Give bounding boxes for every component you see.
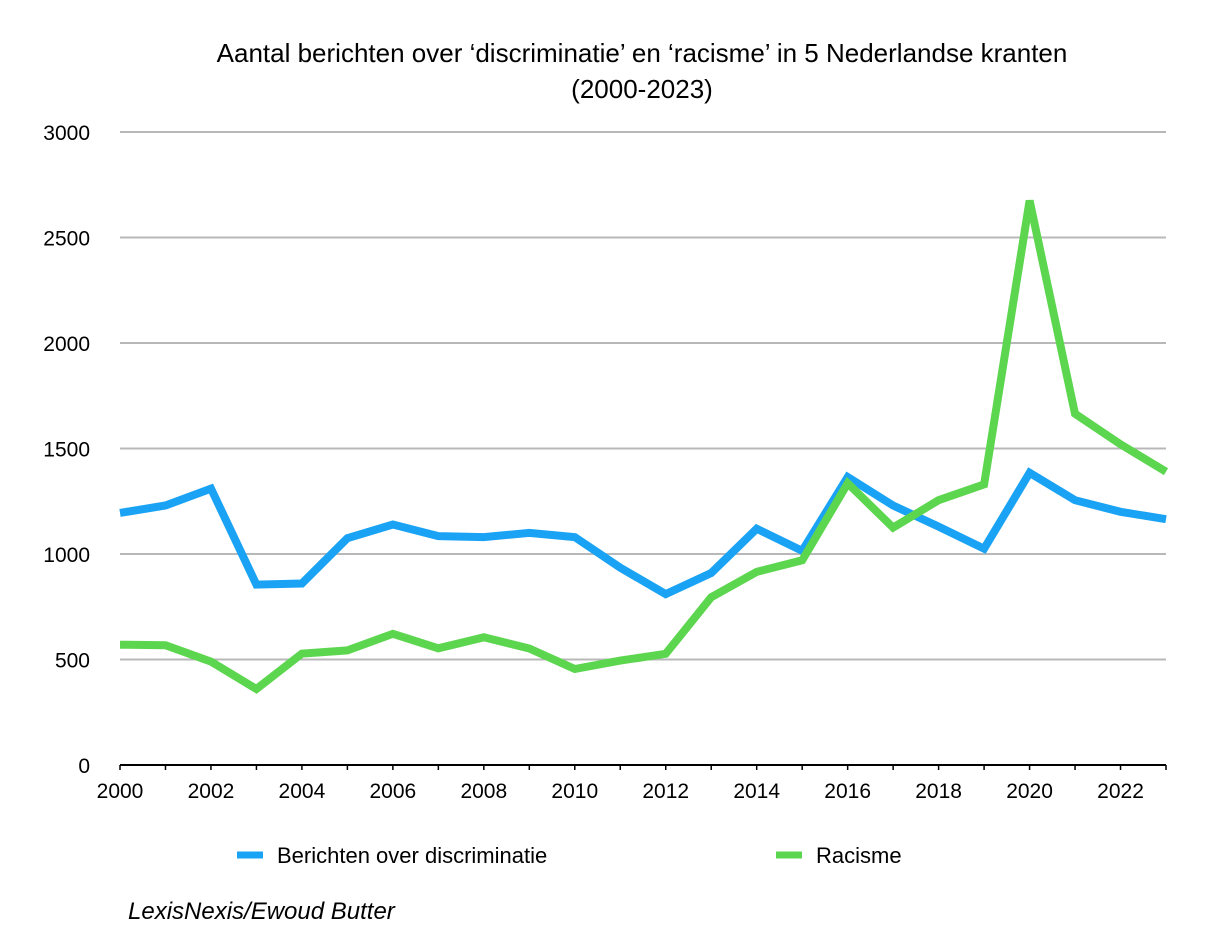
chart-title-line2: (2000-2023) <box>571 74 713 104</box>
series-line-discriminatie <box>119 467 1167 599</box>
series-lines <box>119 199 1169 694</box>
y-tick-label: 2500 <box>43 228 90 251</box>
x-tick-label: 2004 <box>279 780 326 803</box>
y-tick-label: 2000 <box>43 333 90 356</box>
x-tick-label: 2010 <box>551 780 598 803</box>
source-credit: LexisNexis/Ewoud Butter <box>128 898 395 925</box>
legend-label: Racisme <box>816 843 902 868</box>
y-tick-label: 1500 <box>43 439 90 462</box>
series-line-racisme <box>119 199 1169 694</box>
chart-title-line1: Aantal berichten over ‘discriminatie’ en… <box>217 38 1068 68</box>
x-axis: 2000 2002 2004 2006 2008 2010 2012 2014 2016 2018… <box>97 764 1167 803</box>
y-axis-ticks: 0 500 1000 1500 2000 2500 3000 <box>43 122 90 778</box>
x-tick-label: 2000 <box>97 780 144 803</box>
x-tick-label: 2022 <box>1097 780 1144 803</box>
y-tick-label: 1000 <box>43 544 90 567</box>
legend: Berichten over discriminatie Racisme <box>237 843 902 868</box>
x-tick-label: 2008 <box>460 780 507 803</box>
y-tick-label: 0 <box>78 755 90 778</box>
x-tick-label: 2012 <box>642 780 689 803</box>
x-tick-label: 2002 <box>188 780 235 803</box>
y-tick-label: 500 <box>55 650 90 673</box>
x-tick-label: 2006 <box>370 780 417 803</box>
legend-label: Berichten over discriminatie <box>277 843 547 868</box>
x-tick-label: 2016 <box>824 780 871 803</box>
x-tick-label: 2018 <box>915 780 962 803</box>
x-tick-label: 2014 <box>733 780 780 803</box>
y-tick-label: 3000 <box>43 122 90 145</box>
x-tick-label: 2020 <box>1006 780 1053 803</box>
gridlines <box>120 131 1166 661</box>
